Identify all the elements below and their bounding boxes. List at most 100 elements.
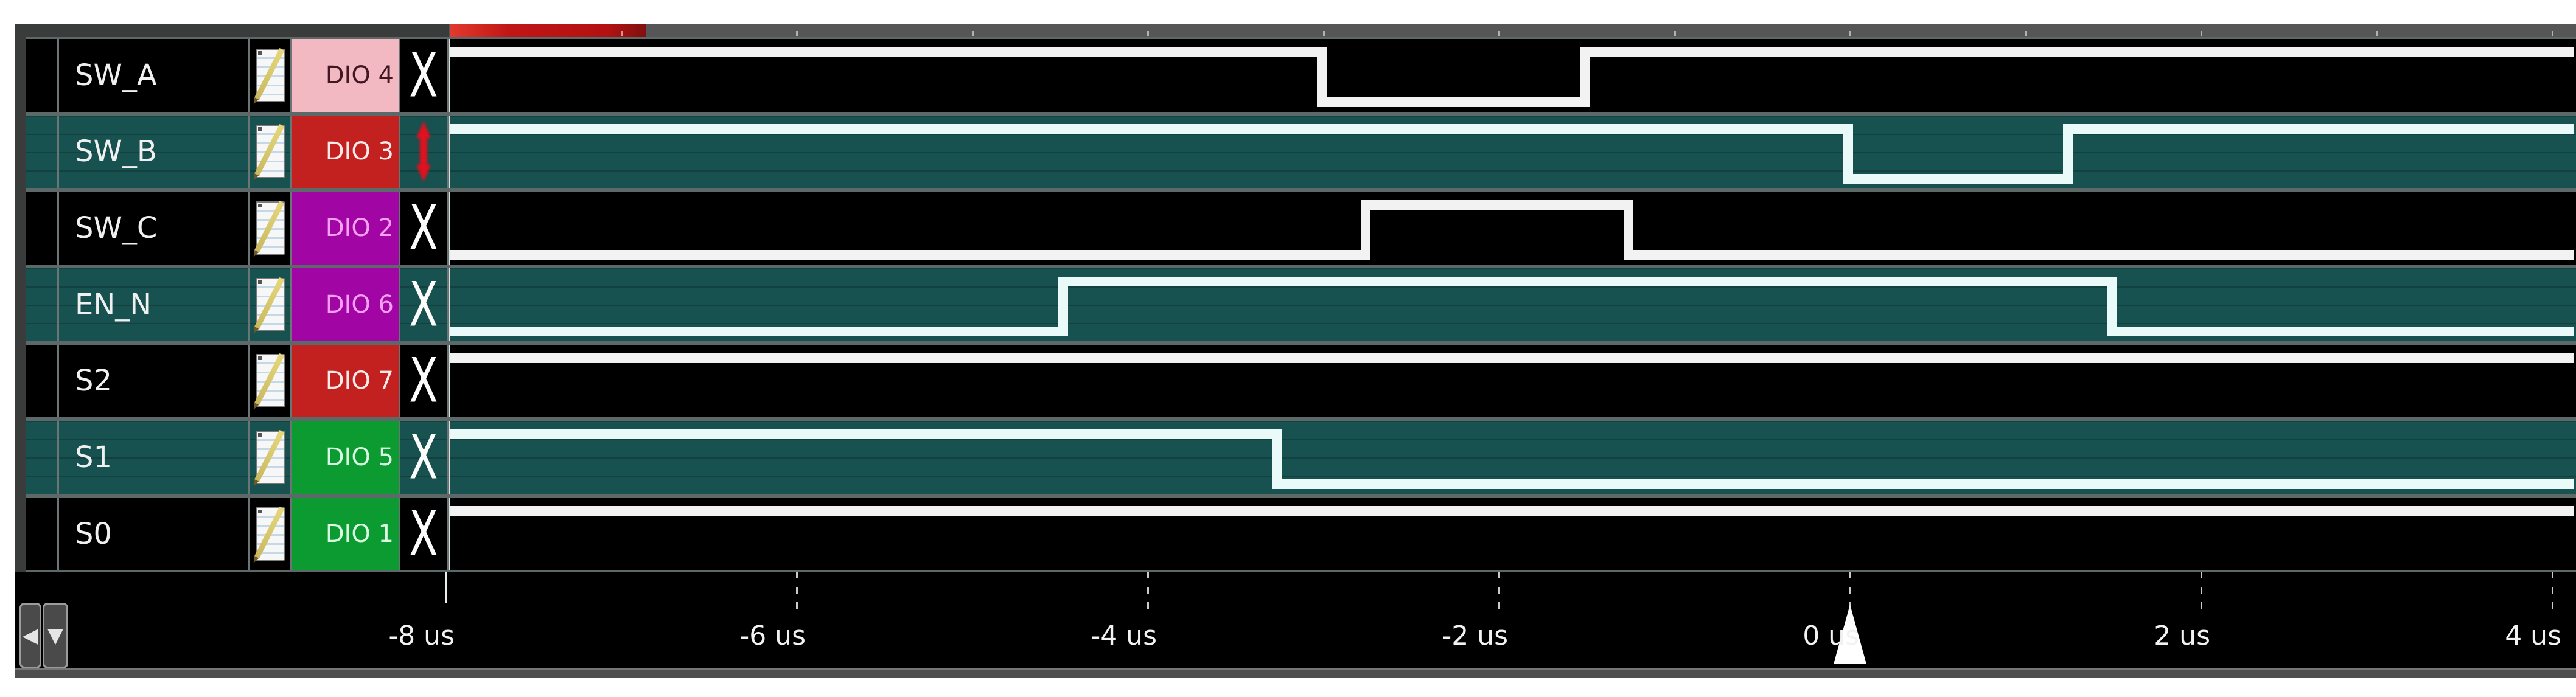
signal-name[interactable]: SW_C [59, 192, 250, 265]
note-pencil-icon [254, 201, 285, 255]
axis-tick [1849, 572, 1851, 609]
falling-edge-trigger-icon [416, 121, 431, 182]
waveform-plot[interactable] [449, 115, 2576, 189]
scroll-left-button[interactable]: ◀ [19, 603, 41, 668]
row-options-button[interactable] [250, 268, 292, 341]
trace-segment [2067, 123, 2574, 134]
position-bar-tick [620, 31, 623, 36]
signal-name[interactable]: S0 [59, 497, 250, 570]
row-options-button[interactable] [250, 192, 292, 265]
signal-name[interactable]: EN_N [59, 268, 250, 341]
position-bar-track [449, 24, 2576, 37]
position-bar-tick [1498, 31, 1500, 36]
row-gutter[interactable] [26, 39, 59, 112]
trace-segment [450, 505, 2574, 516]
waveform-plot[interactable] [449, 421, 2576, 494]
trace-segment [1277, 479, 2574, 490]
trace-segment [1628, 250, 2574, 260]
trigger-condition-dont-care[interactable]: X [400, 344, 449, 418]
row-options-button[interactable] [250, 344, 292, 418]
signal-name[interactable]: SW_B [59, 115, 250, 189]
trigger-condition-dont-care[interactable]: X [400, 268, 449, 341]
trace-segment [450, 429, 1278, 440]
trace-segment [1585, 47, 2574, 57]
note-pencil-icon [254, 47, 285, 102]
row-gutter[interactable] [26, 344, 59, 418]
axis-tick [444, 572, 447, 603]
row-options-button[interactable] [250, 39, 292, 112]
position-bar-tick [2025, 31, 2027, 36]
waveform-plot[interactable] [449, 497, 2576, 570]
channel-badge[interactable]: DIO 4 [292, 39, 400, 112]
trigger-position-marker[interactable] [1834, 605, 1866, 664]
channel-badge[interactable]: DIO 7 [292, 344, 400, 418]
row-options-button[interactable] [250, 421, 292, 494]
axis-tick [795, 572, 798, 609]
axis-tick-label: -6 us [739, 620, 806, 651]
channel-badge[interactable]: DIO 3 [292, 115, 400, 189]
trigger-condition-dont-care[interactable]: X [400, 192, 449, 265]
waveform-plot[interactable] [449, 344, 2576, 418]
axis-tick-label: -8 us [388, 620, 455, 651]
trace-segment [1365, 200, 1629, 210]
signal-name[interactable]: S1 [59, 421, 250, 494]
waveform-plot[interactable] [449, 39, 2576, 112]
signal-name[interactable]: S2 [59, 344, 250, 418]
row-gutter[interactable] [26, 497, 59, 570]
row-gutter[interactable] [26, 268, 59, 341]
dont-care-trigger-icon: X [409, 40, 438, 111]
trigger-condition-dont-care[interactable]: X [400, 39, 449, 112]
trigger-condition-dont-care[interactable]: X [400, 421, 449, 494]
position-bar-tick [1147, 31, 1149, 36]
trace-edge [1624, 200, 1634, 260]
note-pencil-icon [254, 430, 285, 485]
position-bar-highlight [450, 24, 646, 37]
scroll-down-button[interactable]: ▼ [43, 603, 68, 668]
note-pencil-icon [254, 124, 285, 179]
row-options-button[interactable] [250, 497, 292, 570]
position-bar-tick [1322, 31, 1325, 36]
trace-segment [450, 250, 1366, 260]
trace-edge [1360, 200, 1370, 260]
trace-segment [1848, 173, 2068, 184]
row-options-button[interactable] [250, 115, 292, 189]
position-bar-tick [971, 31, 974, 36]
position-bar-tick [1849, 31, 1851, 36]
trace-segment [2111, 326, 2574, 336]
channel-badge[interactable]: DIO 1 [292, 497, 400, 570]
bottom-scrollbar-track [15, 668, 2576, 678]
axis-tick-label: 2 us [2154, 620, 2210, 651]
row-gutter[interactable] [26, 421, 59, 494]
window-left-frame [15, 24, 26, 602]
note-pencil-icon [254, 353, 285, 408]
row-gutter[interactable] [26, 115, 59, 189]
trace-segment [450, 353, 2574, 363]
axis-tick [2551, 572, 2553, 609]
channel-badge[interactable]: DIO 2 [292, 192, 400, 265]
signal-row-sw_b: SW_B DIO 3 [26, 113, 2576, 190]
channel-badge[interactable]: DIO 5 [292, 421, 400, 494]
position-bar-tick [2201, 31, 2202, 36]
dont-care-trigger-icon: X [409, 421, 438, 493]
trace-segment [1063, 276, 2112, 286]
axis-tick [1498, 572, 1500, 609]
trace-segment [1321, 97, 1585, 107]
dont-care-trigger-icon: X [409, 192, 438, 264]
acquisition-position-bar[interactable] [15, 24, 2576, 37]
dont-care-trigger-icon: X [409, 498, 438, 570]
channel-badge[interactable]: DIO 6 [292, 268, 400, 341]
axis-tick-label: -2 us [1442, 620, 1508, 651]
waveform-plot[interactable] [449, 192, 2576, 265]
row-gutter[interactable] [26, 192, 59, 265]
signal-name[interactable]: SW_A [59, 39, 250, 112]
trigger-condition-falling-edge[interactable] [400, 115, 449, 189]
waveform-plot[interactable] [449, 268, 2576, 341]
axis-tick-label: -4 us [1091, 620, 1157, 651]
trigger-condition-dont-care[interactable]: X [400, 497, 449, 570]
